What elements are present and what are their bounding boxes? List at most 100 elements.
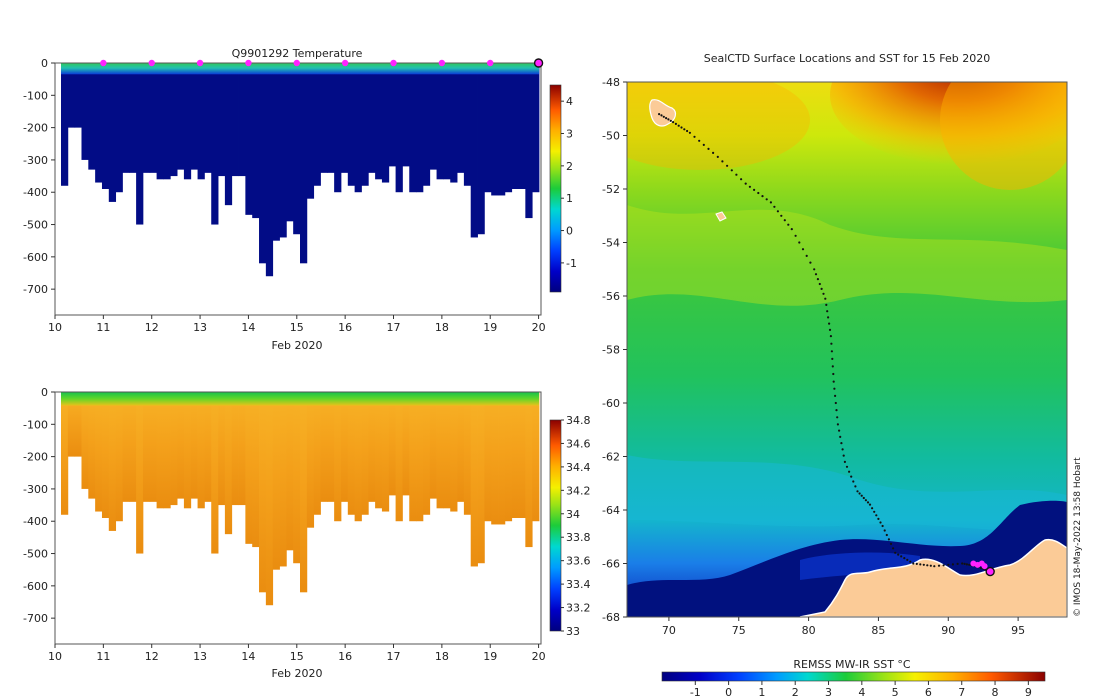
salinity-profile-column	[443, 392, 451, 509]
salinity-y-tick-label: -600	[23, 580, 48, 593]
salinity-profile-column	[463, 392, 472, 515]
track-point	[834, 401, 837, 405]
salinity-x-tick-label: 18	[435, 650, 449, 663]
surfacing-marker	[390, 59, 397, 67]
salinity-plot-frame	[54, 391, 542, 645]
temperature-profile-column	[259, 63, 267, 264]
temperature-chart-title: Q9901292 Temperature	[232, 47, 363, 60]
temperature-profile-column	[409, 63, 417, 193]
track-point	[848, 470, 851, 473]
salinity-plot-area	[61, 392, 540, 606]
salinity-surface-layer	[61, 392, 539, 406]
temperature-colorbar-tick-label: 2	[566, 160, 573, 173]
temperature-x-tick-label: 13	[193, 321, 207, 334]
temperature-colorbar-tick-label: 1	[566, 192, 573, 205]
salinity-profile-column	[470, 392, 478, 567]
temperature-x-axis-label: Feb 2020	[272, 339, 323, 352]
temperature-profile-column	[484, 63, 492, 193]
track-point	[761, 195, 764, 198]
salinity-profile-column	[211, 392, 219, 554]
temperature-profile-column	[402, 63, 410, 167]
temperature-colorbar-tick-label: 4	[566, 95, 573, 108]
salinity-x-tick-label: 10	[48, 650, 62, 663]
track-point	[683, 128, 686, 131]
salinity-colorbar-tick-label: 34.6	[566, 437, 591, 450]
sst-colorbar-ticks: -1 0 1 2 3 4 5 6 7 8 9	[690, 681, 1032, 699]
temperature-y-tick-label: 0	[41, 57, 48, 70]
salinity-x-tick-label: 17	[387, 650, 401, 663]
surfacing-marker	[100, 59, 107, 67]
salinity-profile-column	[484, 392, 492, 522]
temperature-x-tick-label: 20	[532, 321, 546, 334]
temperature-x-tick-label: 11	[96, 321, 110, 334]
track-point	[850, 475, 853, 478]
latitude-tick-label: -64	[602, 504, 620, 517]
track-point	[933, 565, 936, 568]
track-point	[929, 564, 932, 567]
salinity-colorbar-tick-label: 33.6	[566, 555, 591, 568]
salinity-profile-column	[347, 392, 356, 515]
salinity-section-panel: 10 11 12 13 14 15 16 17 18 19 20 0 -100 -200 -300 -400…	[23, 386, 590, 680]
temperature-profile-column	[238, 63, 246, 177]
temperature-profile-column	[67, 63, 76, 128]
temperature-profile-column	[511, 63, 519, 189]
track-point	[783, 219, 786, 222]
track-point	[805, 254, 808, 257]
track-point	[660, 114, 663, 117]
temperature-profile-column	[122, 63, 130, 173]
temperature-profile-column	[354, 63, 362, 193]
track-point	[809, 261, 812, 264]
salinity-colorbar-tick-label: 33	[566, 625, 580, 638]
temperature-section-panel: Q9901292 Temperature 10 11 12 13 14 15 16 17 18 1…	[23, 47, 577, 352]
salinity-colorbar	[549, 419, 562, 632]
track-point	[688, 131, 692, 134]
track-point	[979, 566, 983, 570]
sst-colorbar	[661, 671, 1046, 682]
temperature-profile-column	[81, 63, 89, 160]
salinity-profile-column	[368, 392, 376, 502]
salinity-x-tick-label: 12	[145, 650, 159, 663]
temperature-surface-layer	[61, 63, 539, 75]
salinity-x-tick-label: 20	[532, 650, 546, 663]
salinity-colorbar-tick-label: 33.2	[566, 602, 591, 615]
sst-colorbar-tick-label: 9	[1025, 686, 1032, 699]
temperature-profile-column	[498, 63, 506, 196]
temperature-x-tick-label: 14	[241, 321, 255, 334]
track-point	[862, 496, 865, 500]
longitude-tick-label: 75	[732, 624, 746, 637]
salinity-profile-column	[477, 392, 485, 564]
track-point	[665, 117, 668, 120]
track-point	[926, 564, 929, 567]
track-point	[831, 365, 834, 368]
track-point	[814, 273, 818, 276]
salinity-profile-column	[61, 392, 69, 515]
track-point	[826, 310, 829, 313]
temperature-profile-column	[211, 63, 219, 225]
track-point	[892, 547, 895, 550]
sst-colorbar-tick-label: 4	[858, 686, 865, 699]
map-latitude-axis: -48 -50 -52 -54 -56 -58 -60 -62 -64 -66 -68	[602, 76, 627, 624]
salinity-profile-column	[498, 392, 506, 525]
track-point	[829, 335, 833, 338]
salinity-profile-column	[293, 392, 301, 564]
latitude-tick-label: -62	[602, 451, 620, 464]
sst-colorbar-tick-label: 0	[725, 686, 732, 699]
track-point	[942, 564, 945, 567]
track-point	[757, 191, 760, 195]
latitude-tick-label: -50	[602, 130, 620, 143]
temperature-profile-column	[204, 63, 212, 173]
temperature-profile-column	[224, 63, 233, 206]
temperature-profile-column	[477, 63, 485, 235]
temperature-y-tick-label: -300	[23, 154, 48, 167]
salinity-profile-column	[252, 392, 260, 548]
track-point	[693, 135, 696, 138]
track-point	[748, 185, 752, 188]
track-point	[875, 514, 878, 517]
track-point	[877, 517, 880, 521]
temperature-profile-column	[361, 63, 369, 186]
temperature-profile-column	[265, 63, 274, 277]
salinity-profile-column	[101, 392, 110, 518]
temperature-colorbar-tick-label: 0	[566, 225, 573, 238]
track-point	[842, 454, 845, 457]
salinity-profile-column	[306, 392, 315, 528]
